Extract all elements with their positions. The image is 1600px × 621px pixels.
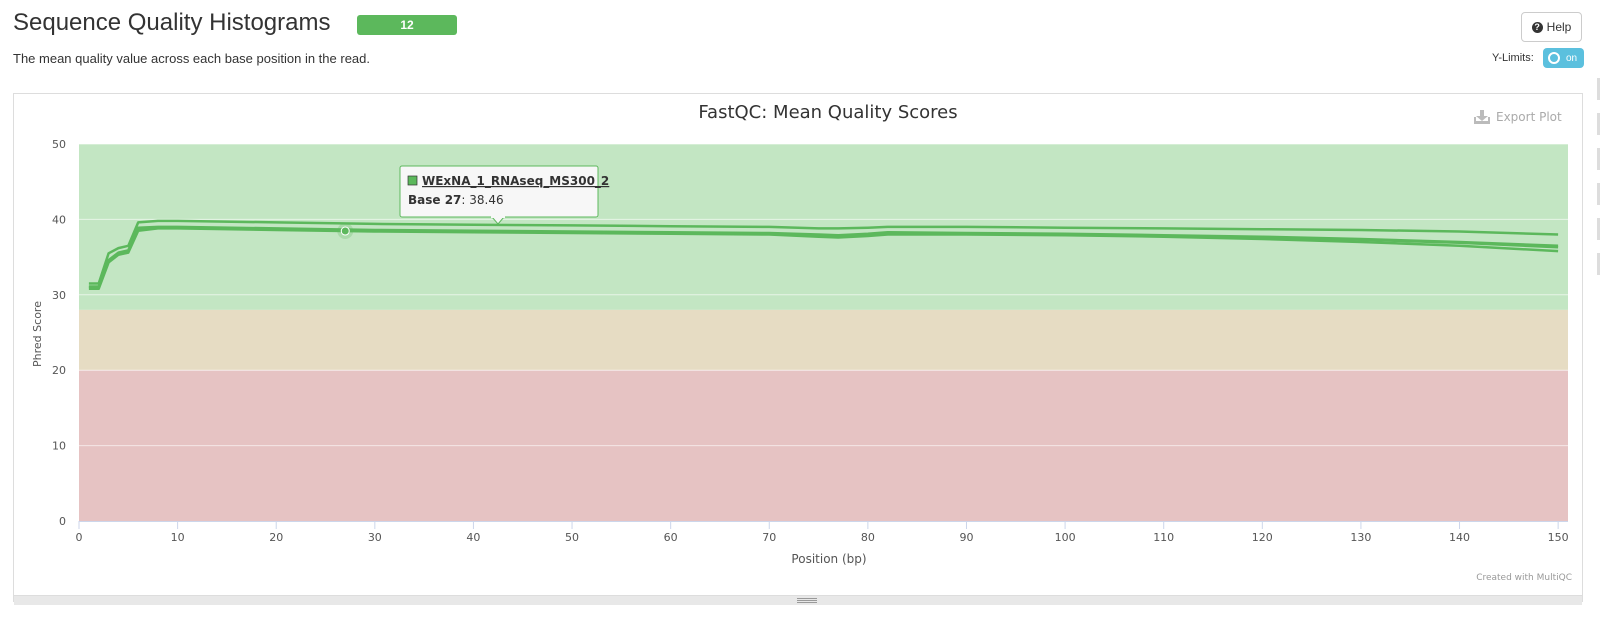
series-line <box>88 225 1559 288</box>
quality-chart: 0 10 20 30 40 50 60 70 80 90 100 110 120 130 140 150 0 10… <box>31 102 1572 583</box>
download-icon <box>1474 110 1490 124</box>
x-axis-label: Position (bp) <box>791 552 866 566</box>
x-tick-label: 60 <box>664 531 678 544</box>
x-tick-label: 20 <box>269 531 283 544</box>
x-tick-label: 150 <box>1548 531 1569 544</box>
y-tick-label: 20 <box>52 364 66 377</box>
help-button[interactable]: ? Help <box>1521 12 1582 42</box>
x-tick-label: 110 <box>1153 531 1174 544</box>
x-tick-label: 100 <box>1055 531 1076 544</box>
y-tick-label: 10 <box>52 440 66 453</box>
x-tick-label: 30 <box>368 531 382 544</box>
y-tick-label: 30 <box>52 289 66 302</box>
grip-icon <box>797 598 817 603</box>
x-tick-label: 10 <box>171 531 185 544</box>
x-tick-label: 90 <box>959 531 973 544</box>
question-circle-icon: ? <box>1531 21 1543 33</box>
export-plot-label: Export Plot <box>1496 110 1562 124</box>
x-tick-label: 50 <box>565 531 579 544</box>
y-tick-label: 0 <box>59 515 66 528</box>
quality-band <box>79 309 1568 371</box>
x-tick-label: 130 <box>1350 531 1371 544</box>
plot-container: 0 10 20 30 40 50 60 70 80 90 100 110 120 130 140 150 0 10… <box>13 93 1583 602</box>
quality-band <box>79 144 1568 310</box>
y-tick-label: 50 <box>52 138 66 151</box>
tooltip-base-label: Base 27 <box>408 193 461 207</box>
y-axis-label: Phred Score <box>31 301 44 367</box>
x-tick-label: 80 <box>861 531 875 544</box>
x-tick-label: 140 <box>1449 531 1470 544</box>
toggle-knob <box>1548 52 1560 64</box>
quality-bands <box>79 144 1568 521</box>
y-tick-label: 40 <box>52 213 66 226</box>
series-line <box>88 219 1559 285</box>
page-edge-marks <box>1597 78 1600 338</box>
tooltip-sample-name: WExNA_1_RNAseq_MS300_2 <box>422 174 609 189</box>
tooltip: WExNA_1_RNAseq_MS300_2 Base 27: 38.46 <box>399 165 609 225</box>
export-plot-button[interactable]: Export Plot <box>1474 110 1562 124</box>
series-lines <box>88 219 1559 291</box>
plot-resize-handle[interactable] <box>14 595 1582 605</box>
section-title: Sequence Quality Histograms <box>13 9 331 36</box>
help-button-label: Help <box>1546 20 1572 34</box>
hover-marker <box>337 223 354 240</box>
chart-title: FastQC: Mean Quality Scores <box>698 102 957 123</box>
x-tick-label: 70 <box>762 531 776 544</box>
multiqc-credit: Created with MultiQC <box>1476 573 1572 583</box>
svg-text:Base 27: 38.46: Base 27: 38.46 <box>408 193 504 207</box>
section-description: The mean quality value across each base … <box>13 51 370 66</box>
axes: 0 10 20 30 40 50 60 70 80 90 100 110 120 130 140 150 0 10… <box>52 138 1569 544</box>
y-limits-label: Y-Limits: <box>1492 52 1534 64</box>
grid-lines <box>79 143 1568 447</box>
y-limits-toggle[interactable]: on <box>1543 48 1584 68</box>
x-tick-label: 0 <box>76 531 83 544</box>
x-tick-label: 120 <box>1252 531 1273 544</box>
tooltip-value: : 38.46 <box>461 193 503 207</box>
series-line <box>88 227 1559 291</box>
hover-point <box>340 226 350 236</box>
series-color-swatch <box>407 175 418 186</box>
toggle-state-label: on <box>1566 52 1578 64</box>
x-tick-label: 40 <box>466 531 480 544</box>
sample-count-badge: 12 <box>357 15 457 35</box>
